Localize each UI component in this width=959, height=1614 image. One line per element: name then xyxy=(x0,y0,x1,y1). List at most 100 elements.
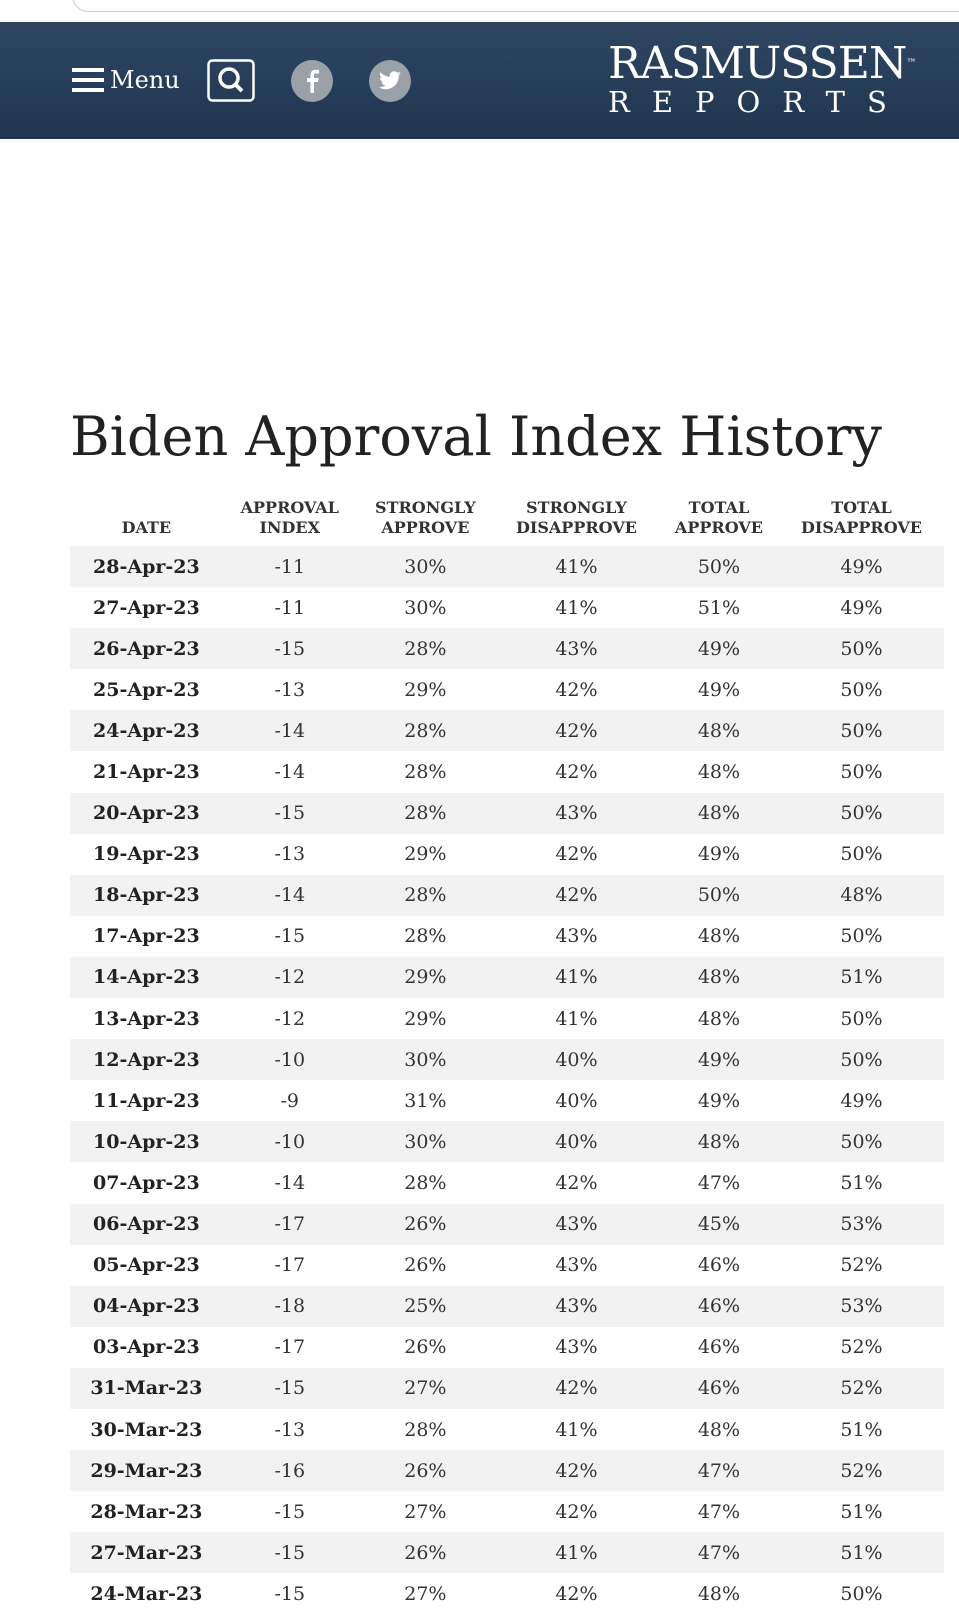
value-cell: 42% xyxy=(555,678,598,701)
value-cell: 40% xyxy=(493,1039,659,1081)
date-cell: 25-Apr-23 xyxy=(93,678,200,701)
value-cell: 50% xyxy=(778,710,944,752)
value-cell: 28% xyxy=(404,925,447,948)
value-cell: 28% xyxy=(356,710,494,752)
value-cell: -11 xyxy=(274,596,306,619)
column-header-text: STRONGLY APPROVE xyxy=(375,498,476,537)
trademark: ™ xyxy=(906,58,916,69)
value-cell: 48% xyxy=(697,1007,741,1030)
value-cell: 50% xyxy=(840,1007,883,1030)
value-cell: 43% xyxy=(493,628,659,670)
date-cell: 04-Apr-23 xyxy=(70,1285,223,1327)
value-cell: -13 xyxy=(274,1418,306,1441)
date-cell: 14-Apr-23 xyxy=(70,956,223,999)
table-row: 06-Apr-23 -17 26% 43% 45% 53% xyxy=(70,1203,944,1245)
value-cell: 49% xyxy=(840,596,883,619)
value-cell: -16 xyxy=(222,1450,357,1492)
value-cell: 28% xyxy=(356,874,494,916)
value-cell: 26% xyxy=(356,1450,494,1492)
value-cell: 45% xyxy=(658,1203,779,1245)
value-cell: -10 xyxy=(222,1039,357,1081)
value-cell: 51% xyxy=(840,1418,883,1441)
value-cell: -18 xyxy=(222,1285,357,1327)
value-cell: 50% xyxy=(840,843,883,866)
value-cell: 28% xyxy=(356,628,494,670)
value-cell: 41% xyxy=(555,1418,598,1441)
value-cell: 41% xyxy=(555,596,598,619)
menu-button[interactable]: Menu xyxy=(72,66,180,94)
date-cell: 27-Mar-23 xyxy=(70,1532,223,1574)
value-cell: 48% xyxy=(658,792,779,834)
value-cell: 50% xyxy=(778,1121,944,1163)
value-cell: 41% xyxy=(493,956,659,999)
value-cell: -15 xyxy=(274,1582,306,1605)
value-cell: 48% xyxy=(697,1582,741,1605)
value-cell: 42% xyxy=(493,1450,659,1492)
value-cell: 29% xyxy=(356,956,494,999)
value-cell: 28% xyxy=(404,1171,447,1194)
date-cell: 26-Apr-23 xyxy=(70,628,223,670)
value-cell: 49% xyxy=(658,628,779,670)
value-cell: 49% xyxy=(697,1089,741,1112)
value-cell: 48% xyxy=(697,761,741,784)
value-cell: -15 xyxy=(222,792,357,834)
value-cell: 50% xyxy=(840,925,883,948)
value-cell: 49% xyxy=(697,678,741,701)
page-title: Biden Approval Index History xyxy=(70,405,882,468)
search-field[interactable] xyxy=(72,0,959,12)
date-cell: 17-Apr-23 xyxy=(93,925,200,948)
date-cell: 27-Apr-23 xyxy=(93,596,200,619)
brand-logo[interactable]: RASMUSSEN™ REPORTS xyxy=(608,42,916,119)
value-cell: 29% xyxy=(404,843,447,866)
brand-top: RASMUSSEN xyxy=(608,38,907,89)
table-row: 25-Apr-23 -13 29% 42% 49% 50% xyxy=(70,669,944,710)
value-cell: -11 xyxy=(222,546,357,588)
search-button[interactable] xyxy=(207,59,255,103)
value-cell: -12 xyxy=(222,956,357,999)
value-cell: 50% xyxy=(778,628,944,670)
table-row: 10-Apr-23 -10 30% 40% 48% 50% xyxy=(70,1121,944,1163)
column-header-text: TOTAL DISAPPROVE xyxy=(801,498,922,537)
table-row: 28-Mar-23 -15 27% 42% 47% 51% xyxy=(70,1491,944,1532)
value-cell: 48% xyxy=(658,1121,779,1163)
value-cell: 46% xyxy=(658,1367,779,1409)
table-row: 07-Apr-23 -14 28% 42% 47% 51% xyxy=(70,1162,944,1203)
value-cell: 49% xyxy=(840,1089,883,1112)
table-row: 24-Mar-23 -15 27% 42% 48% 50% xyxy=(70,1573,944,1614)
value-cell: -12 xyxy=(274,1007,306,1030)
date-cell: 21-Apr-23 xyxy=(93,761,200,784)
date-cell: 10-Apr-23 xyxy=(70,1121,223,1163)
value-cell: 49% xyxy=(658,1039,779,1081)
table-row: 14-Apr-23 -12 29% 41% 48% 51% xyxy=(70,956,944,999)
approval-table: DATE APPROVAL INDEX STRONGLY APPROVE STRONG… xyxy=(70,498,944,1614)
value-cell: 30% xyxy=(356,1121,494,1163)
value-cell: 29% xyxy=(404,1007,447,1030)
value-cell: 28% xyxy=(404,761,447,784)
facebook-button[interactable] xyxy=(290,59,334,103)
value-cell: 52% xyxy=(840,1254,883,1277)
date-cell: 24-Mar-23 xyxy=(90,1582,203,1605)
value-cell: -15 xyxy=(222,628,357,670)
date-cell: 06-Apr-23 xyxy=(70,1203,223,1245)
value-cell: 53% xyxy=(778,1203,944,1245)
twitter-button[interactable] xyxy=(368,59,412,103)
value-cell: 50% xyxy=(840,678,883,701)
hamburger-icon xyxy=(72,68,104,92)
table-row: 17-Apr-23 -15 28% 43% 48% 50% xyxy=(70,916,944,957)
value-cell: -14 xyxy=(222,874,357,916)
date-cell: 19-Apr-23 xyxy=(93,843,200,866)
table-row: 30-Mar-23 -13 28% 41% 48% 51% xyxy=(70,1409,944,1450)
value-cell: 42% xyxy=(555,761,598,784)
value-cell: 29% xyxy=(404,678,447,701)
table-row: 27-Apr-23 -11 30% 41% 51% 49% xyxy=(70,587,944,628)
value-cell: -9 xyxy=(280,1089,299,1112)
value-cell: -17 xyxy=(274,1254,306,1277)
value-cell: -10 xyxy=(222,1121,357,1163)
table-row: 24-Apr-23 -14 28% 42% 48% 50% xyxy=(70,710,944,752)
value-cell: 43% xyxy=(555,1336,598,1359)
value-cell: 46% xyxy=(658,1285,779,1327)
value-cell: 50% xyxy=(658,874,779,916)
value-cell: 48% xyxy=(658,956,779,999)
